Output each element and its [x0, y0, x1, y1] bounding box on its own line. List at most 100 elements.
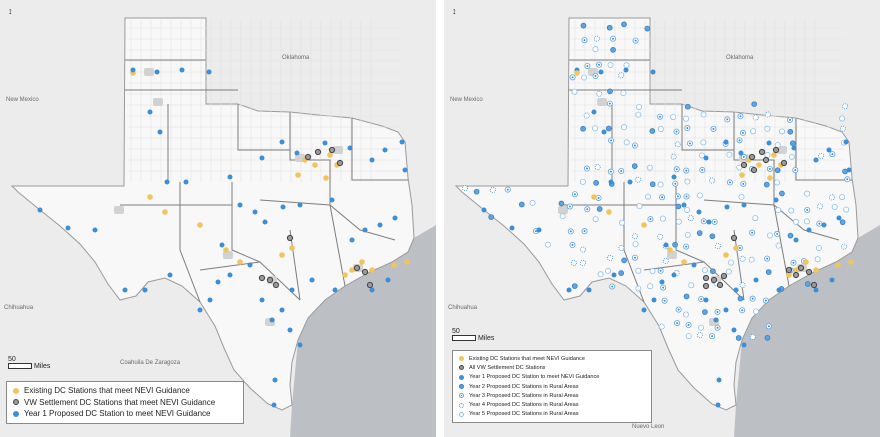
year5-station-ring [684, 206, 691, 213]
vw-station-dot [258, 274, 266, 282]
year5-station-ring [623, 62, 630, 69]
year3-station-center [701, 169, 704, 172]
district-boundary [199, 261, 301, 301]
year1-station-dot [259, 297, 265, 303]
year2-station-dot [631, 163, 638, 169]
label-new-mexico: New Mexico [450, 97, 483, 103]
existing-station-dot [289, 245, 295, 251]
year3-station-center [586, 64, 589, 67]
year1-station-dot [294, 150, 300, 156]
blue-ring-icon [459, 411, 464, 417]
vw-station-dot [366, 281, 374, 289]
existing-station-dot [574, 70, 580, 76]
year1-station-dot [130, 67, 136, 73]
year1-station-dot [481, 207, 487, 213]
year1-station-dot [206, 69, 212, 75]
year3-station-center [659, 269, 662, 272]
year1-station-dot [219, 242, 225, 248]
existing-station-dot [391, 262, 397, 268]
year1-station-dot [385, 277, 391, 283]
district-boundary [773, 204, 790, 287]
year2-station-dot [605, 125, 612, 132]
year1-station-dot [733, 287, 739, 293]
year3-station-center [663, 299, 666, 302]
year1-station-dot [349, 237, 355, 243]
year1-station-dot [793, 237, 799, 243]
year1-station-dot [329, 197, 335, 203]
year5-station-ring [788, 153, 795, 160]
district-boundary [795, 118, 852, 181]
highway-shield-icon [144, 68, 154, 76]
vw-station-dot [361, 268, 369, 276]
year3-station-center [685, 245, 688, 248]
legend-label: Existing DC Stations that meet NEVI Guid… [469, 355, 585, 362]
year3-station-center [831, 153, 834, 156]
year2-station-dot [473, 188, 480, 195]
year2-station-dot [839, 219, 846, 226]
legend-left: Existing DC Stations that meet NEVI Guid… [6, 381, 244, 424]
year1-station-dot [650, 69, 656, 75]
year4-station-ring [658, 323, 665, 330]
year3-station-center [598, 63, 601, 66]
vw-station-dot [702, 282, 710, 290]
vw-station-dot [810, 281, 818, 289]
texas-map-right[interactable] [444, 0, 880, 437]
map-panel-right[interactable]: ↕ Oklahoma New Mexico Chihuahua Nuevo Le… [444, 0, 880, 437]
year5-station-ring [698, 324, 705, 331]
existing-station-dot [369, 267, 375, 273]
year3-station-center [506, 188, 509, 191]
year3-station-center [768, 167, 771, 170]
year1-station-dot [846, 167, 852, 173]
year3-station-center [700, 298, 703, 301]
texas-map-left[interactable] [0, 0, 436, 437]
year4-station-ring [752, 114, 759, 121]
scale-value: 50 [452, 328, 460, 335]
year3-station-center [571, 76, 574, 79]
existing-station-dot [197, 222, 203, 228]
vw-station-dot [750, 166, 758, 174]
year5-station-ring [683, 115, 690, 122]
year4-station-ring [748, 256, 755, 263]
vw-station-dot [762, 156, 770, 164]
year1-station-dot [724, 204, 730, 210]
year3-station-center [676, 195, 679, 198]
scale-bar: 50 Miles [8, 356, 50, 370]
existing-station-dot [295, 172, 301, 178]
year1-station-dot [369, 287, 375, 293]
year5-station-ring [592, 216, 599, 223]
year5-station-ring [623, 139, 630, 146]
district-boundary [643, 261, 745, 301]
vw-station-dot [314, 148, 322, 156]
year3-station-center [594, 74, 597, 77]
map-panel-left[interactable]: ↕ Oklahoma New Mexico Chihuahua Coahuila… [0, 0, 436, 437]
year2-station-dot [765, 269, 772, 275]
year2-station-dot [518, 201, 525, 208]
year5-station-ring [700, 111, 707, 118]
year2-station-dot [737, 295, 744, 302]
year1-station-dot [723, 139, 729, 145]
year1-station-dot [598, 69, 604, 75]
year1-station-dot [164, 179, 170, 185]
year3-station-center [742, 182, 745, 185]
blue-dot-icon [459, 374, 464, 380]
year3-station-center [712, 127, 715, 130]
year1-station-dot [122, 287, 128, 293]
year3-station-center [702, 220, 705, 223]
vw-station-dot [716, 281, 724, 289]
year5-station-ring [775, 207, 782, 214]
year1-station-dot [252, 209, 258, 215]
vw-station-dot [797, 264, 805, 272]
gulf-water [290, 225, 436, 437]
year1-station-dot [706, 219, 712, 225]
year3-station-center [569, 230, 572, 233]
year1-station-dot [269, 317, 275, 323]
year1-station-dot [696, 209, 702, 215]
year1-station-dot [147, 109, 153, 115]
year3-station-center [751, 231, 754, 234]
vw-station-dot [805, 268, 813, 276]
year5-station-ring [803, 218, 810, 225]
year1-station-dot [289, 287, 295, 293]
year3-station-center [726, 118, 729, 121]
vw-station-dot [740, 161, 748, 169]
year5-station-ring [843, 206, 850, 213]
